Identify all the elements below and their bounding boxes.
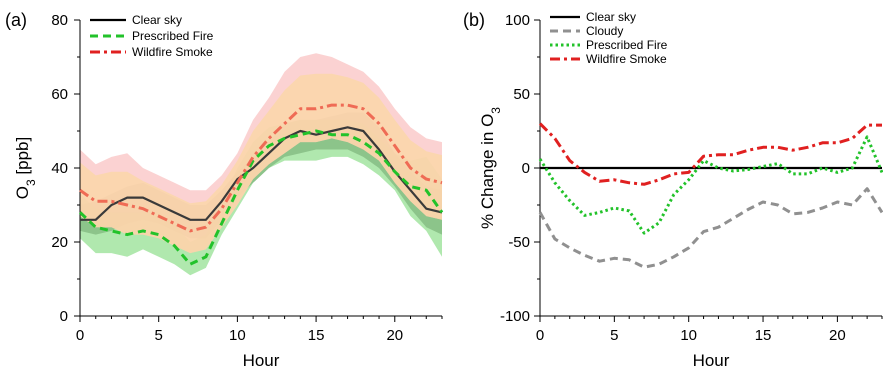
- series-line-prescribed-fire: [538, 135, 883, 235]
- x-tick-label: 20: [386, 327, 403, 344]
- y-axis-label-subscript: 3: [24, 179, 38, 186]
- series-line-wildfire-smoke: [538, 122, 882, 186]
- x-axis-label: Hour: [693, 351, 730, 370]
- y-axis-label-main: O: [13, 186, 32, 199]
- y-axis-label-subscript: 3: [489, 107, 503, 114]
- x-tick-label: 10: [229, 327, 246, 344]
- panel-a-ozone-concentration: 0 20 40 60 80 0 5 10 15 20 Hour O3 [ppb] (a) Clear sk…: [5, 10, 444, 370]
- y-tick-label: 0: [60, 308, 68, 325]
- x-tick-label: 15: [755, 327, 772, 344]
- y-tick-label: 100: [505, 12, 530, 29]
- y-axis-label-main: % Change in O: [478, 114, 497, 229]
- x-axis-label: Hour: [243, 351, 280, 370]
- y-tick-label: 40: [51, 160, 68, 177]
- series-line-prescribed-fire: [78, 129, 444, 266]
- legend-label: Clear sky: [586, 10, 636, 24]
- x-tick-label: 5: [155, 327, 163, 344]
- y-tick-label: 50: [513, 86, 530, 103]
- y-axis-label-unit: [ppb]: [13, 137, 32, 180]
- legend-label: Prescribed Fire: [586, 38, 668, 52]
- y-axis-label: O3 [ppb]: [13, 137, 38, 199]
- band-inner-wildfire-smoke: [80, 73, 442, 254]
- legend-label: Wildfire Smoke: [132, 45, 213, 59]
- x-tick-label: 20: [829, 327, 846, 344]
- panel-b-percent-change: -100 -50 0 50 100 0 5 10 15 20 Hour % Change in O3 (…: [463, 10, 883, 370]
- series-line-cloudy: [538, 187, 883, 269]
- panel-label: (a): [5, 10, 27, 30]
- y-tick-label: -50: [508, 234, 530, 251]
- y-tick-label: 20: [51, 234, 68, 251]
- legend-label: Cloudy: [586, 24, 623, 38]
- x-tick-label: 5: [610, 327, 618, 344]
- y-tick-label: 80: [51, 12, 68, 29]
- series-line-clear-sky: [80, 126, 443, 221]
- x-tick-label: 0: [76, 327, 84, 344]
- legend-label: Prescribed Fire: [132, 29, 214, 43]
- series-line-wildfire-smoke: [79, 103, 443, 233]
- legend-label: Wildfire Smoke: [586, 52, 667, 66]
- y-tick-label: 0: [522, 160, 530, 177]
- x-tick-label: 15: [308, 327, 325, 344]
- x-tick-label: 10: [680, 327, 697, 344]
- y-axis-label: % Change in O3: [478, 107, 503, 229]
- y-tick-label: -100: [500, 308, 530, 325]
- y-tick-label: 60: [51, 86, 68, 103]
- legend-label: Clear sky: [132, 13, 182, 27]
- x-tick-label: 0: [536, 327, 544, 344]
- panel-label: (b): [463, 10, 485, 30]
